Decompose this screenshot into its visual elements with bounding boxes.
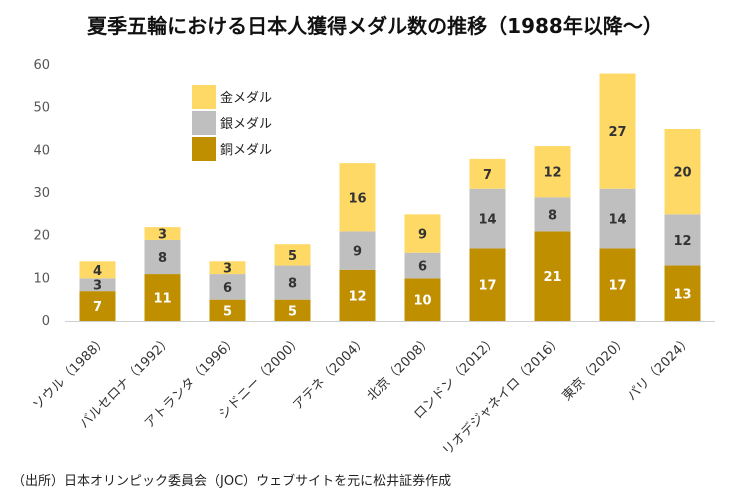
bar-segment xyxy=(469,248,506,321)
bar-segment xyxy=(469,158,506,189)
legend-swatch xyxy=(192,111,216,135)
data-label: 5 xyxy=(223,304,232,319)
y-tick-label: 30 xyxy=(33,186,50,201)
data-label: 16 xyxy=(348,191,366,206)
bar-segment xyxy=(79,261,116,279)
bar-segment xyxy=(534,197,571,232)
bar-segment xyxy=(144,239,181,275)
data-label: 8 xyxy=(158,251,167,266)
x-tick-label: 東京（2020） xyxy=(559,333,630,404)
data-label: 13 xyxy=(673,287,691,302)
y-tick-label: 0 xyxy=(42,314,50,329)
data-label: 12 xyxy=(348,289,366,304)
data-label: 4 xyxy=(93,264,102,279)
data-label: 3 xyxy=(93,279,102,294)
bar-segment xyxy=(599,248,636,321)
legend-swatch xyxy=(192,137,216,161)
source-note: （出所）日本オリンピック委員会（JOC）ウェブサイトを元に松井証券作成 xyxy=(12,474,452,489)
y-tick-label: 40 xyxy=(33,143,50,158)
y-tick-label: 10 xyxy=(33,271,50,286)
data-label: 7 xyxy=(483,168,492,183)
bar-segment xyxy=(339,269,376,321)
y-tick-label: 60 xyxy=(33,58,50,73)
data-label: 3 xyxy=(223,262,232,277)
bar-segment xyxy=(209,261,246,275)
chart-title: 夏季五輪における日本人獲得メダル数の推移（1988年以降～） xyxy=(87,14,663,38)
bar-segment xyxy=(599,188,636,249)
y-tick-label: 20 xyxy=(33,229,50,244)
bar-segment xyxy=(209,299,246,321)
data-label: 8 xyxy=(288,277,297,292)
data-label: 8 xyxy=(548,208,557,223)
data-label: 14 xyxy=(478,213,496,228)
bar-segment xyxy=(664,214,701,266)
data-label: 17 xyxy=(478,279,496,294)
data-label: 5 xyxy=(288,304,297,319)
data-label: 14 xyxy=(608,213,626,228)
data-label: 20 xyxy=(673,166,691,181)
bar-segment xyxy=(404,252,441,279)
bar-segment xyxy=(79,291,116,321)
stacked-bar-chart: 0102030405060734ソウル（1988）1183バルセロナ（1992）… xyxy=(30,58,715,459)
bar-segment xyxy=(339,163,376,232)
data-label: 6 xyxy=(418,260,427,275)
data-label: 3 xyxy=(158,228,167,243)
bar-segment xyxy=(534,146,571,198)
data-label: 17 xyxy=(608,279,626,294)
data-label: 12 xyxy=(673,234,691,249)
bar-segment xyxy=(144,227,181,240)
bar-segment xyxy=(79,278,116,292)
bar-segment xyxy=(664,265,701,321)
bar-segment xyxy=(274,265,311,300)
x-tick-label: リオデジャネイロ（2016） xyxy=(439,333,565,459)
bar-segment xyxy=(404,278,441,321)
bar-segment xyxy=(144,274,181,321)
bar-segment xyxy=(274,244,311,266)
data-label: 9 xyxy=(353,245,362,260)
bar-segment xyxy=(274,299,311,321)
bar-segment xyxy=(469,188,506,249)
data-label: 21 xyxy=(543,270,561,285)
bar-segment xyxy=(404,214,441,253)
bar-segment xyxy=(599,73,636,189)
bar-segment xyxy=(534,231,571,321)
data-label: 5 xyxy=(288,249,297,264)
bar-segment xyxy=(339,231,376,270)
x-tick-label: 北京（2008） xyxy=(365,333,436,404)
legend-label: 銀メダル xyxy=(220,117,272,132)
y-tick-label: 50 xyxy=(33,101,50,116)
legend-label: 銅メダル xyxy=(220,143,272,158)
data-label: 27 xyxy=(608,125,626,140)
data-label: 6 xyxy=(223,281,232,296)
data-label: 11 xyxy=(153,292,171,307)
legend-swatch xyxy=(192,85,216,109)
bar-segment xyxy=(664,129,701,215)
data-label: 12 xyxy=(543,166,561,181)
x-tick-label: パリ（2024） xyxy=(625,333,696,404)
data-label: 10 xyxy=(413,294,431,309)
bar-segment xyxy=(209,274,246,300)
data-label: 9 xyxy=(418,228,427,243)
data-label: 7 xyxy=(93,300,102,315)
legend-label: 金メダル xyxy=(220,90,272,106)
